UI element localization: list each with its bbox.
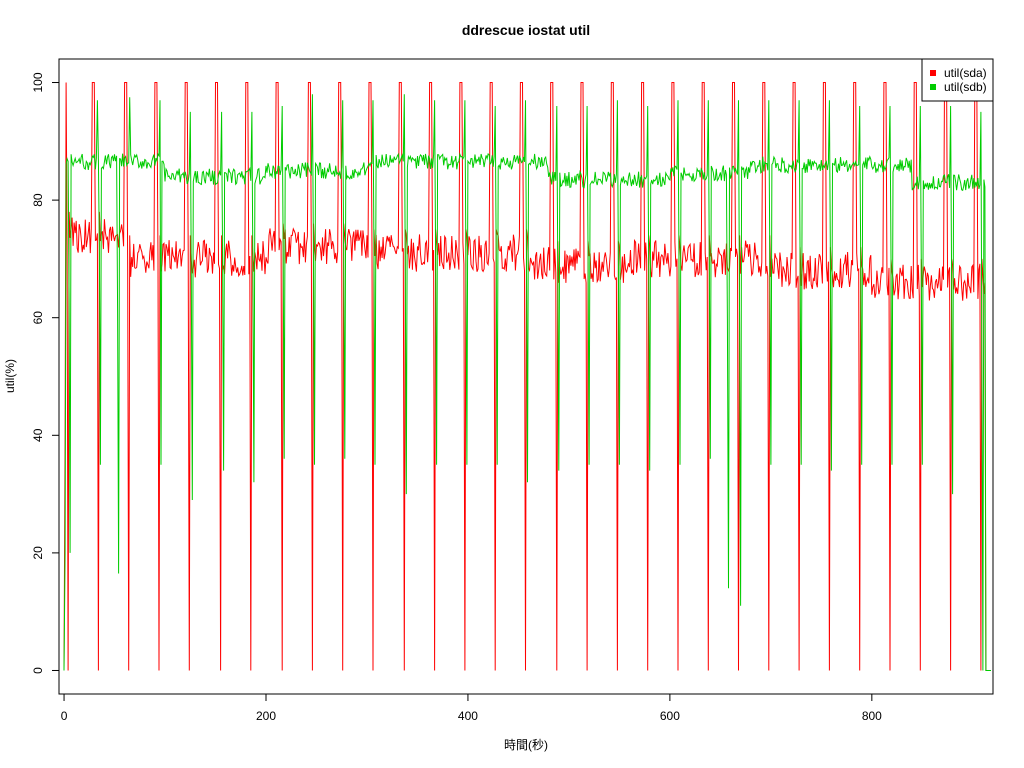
y-axis: 0 20 40 60 80 100 [31,72,60,674]
x-axis: 0 200 400 600 800 [61,693,882,723]
y-tick-label: 60 [31,311,45,325]
legend-box [921,58,994,102]
y-tick-label: 100 [31,72,45,92]
series-layer [63,82,991,671]
x-tick-label: 0 [61,709,68,723]
series-line-sdb [63,94,991,671]
x-axis-label: 時間(秒) [504,738,548,752]
x-tick-label: 600 [660,709,680,723]
legend-swatch-sda [930,70,936,76]
y-tick-label: 0 [31,667,45,674]
y-tick-label: 80 [31,193,45,207]
legend-label-sda: util(sda) [944,66,987,80]
legend-swatch-sdb [930,84,936,90]
y-axis-label: util(%) [3,359,17,393]
x-tick-label: 200 [256,709,276,723]
chart-title: ddrescue iostat util [462,22,590,38]
y-tick-label: 20 [31,546,45,560]
legend: util(sda) util(sdb) [921,58,994,102]
legend-label-sdb: util(sdb) [944,80,987,94]
x-tick-label: 800 [862,709,882,723]
series-line-sda [63,82,991,671]
x-tick-label: 400 [458,709,478,723]
y-tick-label: 40 [31,428,45,442]
